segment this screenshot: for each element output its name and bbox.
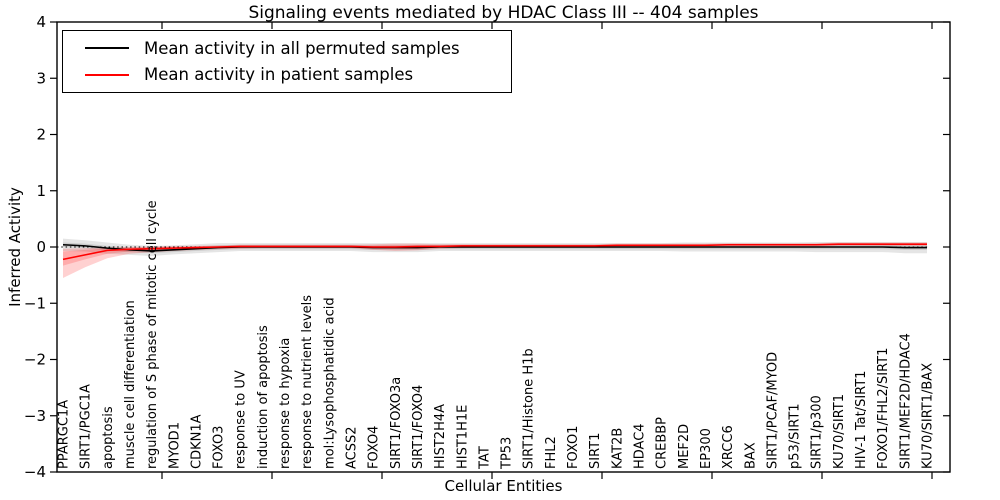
entity-label: CDKN1A bbox=[189, 414, 204, 469]
entity-label: regulation of S phase of mitotic cell cy… bbox=[145, 200, 160, 469]
entity-label: HIV-1 Tat/SIRT1 bbox=[854, 371, 869, 469]
legend: Mean activity in all permuted samples Me… bbox=[62, 30, 512, 93]
entity-label: muscle cell differentiation bbox=[123, 300, 138, 469]
y-tick-label: −4 bbox=[24, 463, 46, 481]
entity-label: SIRT1/FOXO3a bbox=[389, 377, 404, 469]
chart-title: Signaling events mediated by HDAC Class … bbox=[248, 3, 759, 23]
series-line-patient bbox=[62, 243, 927, 261]
entity-label: FOXO1 bbox=[566, 426, 581, 469]
entity-label: SIRT1/MEF2D/HDAC4 bbox=[898, 333, 913, 469]
series-line-permuted bbox=[62, 243, 927, 252]
entity-label: FHL2 bbox=[544, 436, 559, 469]
entity-label: KAT2B bbox=[610, 428, 625, 469]
y-tick-label: 3 bbox=[36, 69, 46, 87]
y-tick-label: −3 bbox=[24, 407, 46, 425]
entity-label: PPARGC1A bbox=[57, 400, 72, 469]
entity-label: SIRT1 bbox=[588, 433, 603, 469]
y-tick-label: 2 bbox=[36, 126, 46, 144]
legend-label-permuted: Mean activity in all permuted samples bbox=[144, 38, 460, 58]
entity-label: MEF2D bbox=[677, 424, 692, 469]
entity-label: HIST1H1E bbox=[455, 405, 470, 469]
entity-label: response to UV bbox=[234, 370, 249, 469]
y-tick-label: −2 bbox=[24, 351, 46, 369]
legend-label-patient: Mean activity in patient samples bbox=[144, 65, 414, 85]
entity-label: apoptosis bbox=[101, 406, 116, 469]
entity-label: response to nutrient levels bbox=[300, 295, 315, 469]
entity-label: KU70/SIRT1/BAX bbox=[921, 363, 936, 469]
legend-line-permuted-icon bbox=[85, 47, 129, 50]
entity-label: XRCC6 bbox=[721, 425, 736, 469]
entity-label: induction of apoptosis bbox=[256, 325, 271, 469]
entity-label: SIRT1/PCAF/MYOD bbox=[765, 352, 780, 469]
entity-label: MYOD1 bbox=[167, 422, 182, 469]
y-axis-label: Inferred Activity bbox=[6, 187, 25, 307]
entity-label: HDAC4 bbox=[633, 423, 648, 469]
entity-label: CREBBP bbox=[655, 417, 670, 469]
y-tick-label: −1 bbox=[24, 294, 46, 312]
legend-item-permuted: Mean activity in all permuted samples bbox=[85, 39, 511, 58]
y-tick-label: 1 bbox=[36, 182, 46, 200]
entity-label: TP53 bbox=[500, 437, 515, 470]
entity-label: response to hypoxia bbox=[278, 338, 293, 469]
entity-label: FOXO1/FHL2/SIRT1 bbox=[876, 348, 891, 469]
y-tick-label: 4 bbox=[36, 13, 46, 31]
entity-label: KU70/SIRT1 bbox=[832, 394, 847, 469]
y-axis-label-wrap: Inferred Activity bbox=[0, 22, 30, 472]
entity-label: SIRT1/PGC1A bbox=[79, 384, 94, 469]
x-axis-label: Cellular Entities bbox=[444, 477, 563, 495]
entity-label: SIRT1/Histone H1b bbox=[522, 348, 537, 469]
entity-label: HIST2H4A bbox=[433, 404, 448, 469]
entity-label: BAX bbox=[743, 442, 758, 469]
legend-item-patient: Mean activity in patient samples bbox=[85, 65, 511, 84]
legend-line-patient-icon bbox=[85, 73, 129, 76]
entity-label: SIRT1/FOXO4 bbox=[411, 385, 426, 469]
entity-label: FOXO3 bbox=[212, 426, 227, 469]
entity-label: FOXO4 bbox=[367, 426, 382, 469]
y-tick-label: 0 bbox=[36, 238, 46, 256]
entity-label: mol:Lysophosphatidic acid bbox=[322, 297, 337, 469]
entity-label: SIRT1/p300 bbox=[810, 395, 825, 469]
entity-label: ACSS2 bbox=[345, 426, 360, 469]
entity-label: TAT bbox=[477, 446, 492, 470]
entity-label: EP300 bbox=[699, 428, 714, 469]
entity-label: p53/SIRT1 bbox=[788, 403, 803, 469]
